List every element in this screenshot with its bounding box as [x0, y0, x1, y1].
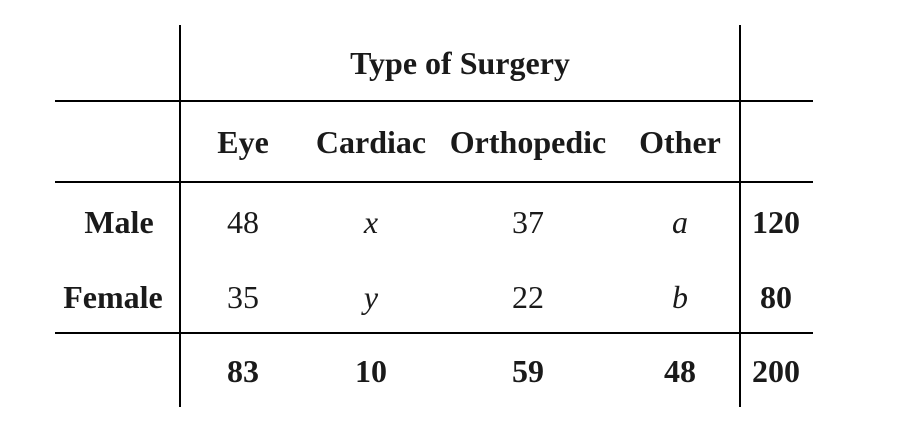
row-label-female: Female	[63, 279, 163, 315]
cell-female-eye: 35	[227, 279, 259, 315]
col-total-cardiac: 10	[355, 353, 387, 389]
col-header-cardiac: Cardiac	[315, 124, 427, 160]
rule-below-column-headers	[55, 181, 813, 183]
cell-male-eye: 48	[227, 204, 259, 240]
col-header-orthopedic: Orthopedic	[449, 124, 607, 160]
cell-female-orthopedic: 22	[512, 279, 544, 315]
rule-vertical-right	[739, 25, 741, 407]
col-total-other: 48	[664, 353, 696, 389]
col-total-eye: 83	[227, 353, 259, 389]
cell-female-other-unknown-b: b	[672, 279, 688, 315]
cell-male-other-unknown-a: a	[672, 204, 688, 240]
cell-male-cardiac-unknown-x: x	[363, 204, 379, 240]
rule-vertical-left	[179, 25, 181, 407]
row-label-male: Male	[84, 204, 154, 240]
row-total-female: 80	[760, 279, 792, 315]
col-header-eye: Eye	[217, 124, 269, 160]
grand-total: 200	[752, 353, 800, 389]
table-title: Type of Surgery	[350, 45, 570, 81]
col-total-orthopedic: 59	[512, 353, 544, 389]
rule-above-totals	[55, 332, 813, 334]
row-total-male: 120	[752, 204, 800, 240]
col-header-other: Other	[639, 124, 721, 160]
rule-below-title	[55, 100, 813, 102]
cell-female-cardiac-unknown-y: y	[363, 279, 379, 315]
cell-male-orthopedic: 37	[512, 204, 544, 240]
